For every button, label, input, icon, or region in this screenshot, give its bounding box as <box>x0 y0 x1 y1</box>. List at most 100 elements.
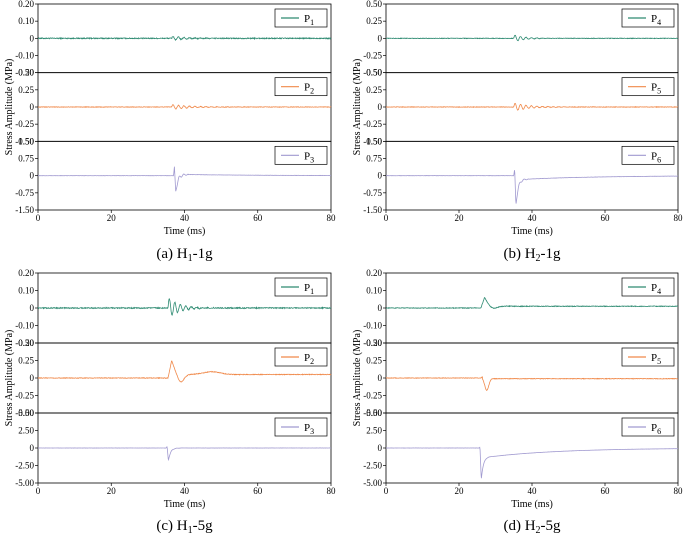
y-axis-label: Stress Amplitude (MPa) <box>352 330 363 427</box>
y-tick-label: -1.50 <box>15 205 34 215</box>
legend-label: P5 <box>651 352 661 366</box>
legend-label: P5 <box>651 82 661 96</box>
y-tick-label: -0.50 <box>363 68 382 78</box>
caption: (a) H1-1g <box>156 246 213 264</box>
y-tick-label: 0.25 <box>366 85 382 95</box>
panel-p4: 0.50 0.25 0 -0.25 -0.50 P4 <box>363 0 679 78</box>
y-tick-label: 0.50 <box>366 0 382 9</box>
caption: (b) H2-1g <box>503 246 561 264</box>
chart-c: 0.20 0.10 0 -0.10 -0.20 P1 0.50 0.25 0 -0.25 -0.50… <box>4 268 336 536</box>
y-tick-label: 0 <box>378 373 383 383</box>
panel-p4: 0.20 0.10 0 -0.10 -0.20 P4 <box>363 268 679 348</box>
series-line-p2 <box>37 360 332 383</box>
legend-label: P1 <box>304 13 314 27</box>
legend-box <box>621 417 675 437</box>
legend-label: P3 <box>304 422 314 436</box>
y-tick-label: -0.50 <box>363 136 382 146</box>
x-tick-label: 80 <box>674 213 684 223</box>
y-tick-label: 0.10 <box>366 286 382 296</box>
panel-p1: 0.20 0.10 0 -0.10 -0.20 P1 <box>15 268 332 348</box>
panel-p3: 1.50 0.75 0 -0.75 -1.50 P3 <box>15 136 332 215</box>
x-tick-label: 60 <box>601 486 611 496</box>
x-tick-label: 0 <box>36 486 41 496</box>
y-tick-label: -0.25 <box>363 119 382 129</box>
series-line-p2 <box>37 104 332 110</box>
legend-box <box>621 77 675 97</box>
y-tick-label: 5.00 <box>366 408 382 418</box>
legend-label: P2 <box>304 352 314 366</box>
y-tick-label: 1.50 <box>18 136 34 146</box>
y-tick-label: -0.20 <box>15 68 34 78</box>
x-tick-label: 0 <box>384 213 389 223</box>
x-tick-label: 60 <box>601 213 611 223</box>
y-tick-label: 0.75 <box>18 154 34 164</box>
y-tick-label: 0.25 <box>366 356 382 366</box>
x-tick-label: 80 <box>327 213 337 223</box>
legend-label: P1 <box>304 282 314 296</box>
x-tick-label: 0 <box>36 213 41 223</box>
legend-box <box>621 277 675 297</box>
y-tick-label: -0.75 <box>363 188 382 198</box>
panel-p5: 0.50 0.25 0 -0.25 -0.50 P5 <box>363 68 679 146</box>
y-tick-label: 0.20 <box>366 268 382 278</box>
panel-p2: 0.50 0.25 0 -0.25 -0.50 P2 <box>15 68 332 146</box>
y-tick-label: 0.20 <box>18 268 34 278</box>
y-tick-label: -5.00 <box>363 478 382 488</box>
chart-b: 0.50 0.25 0 -0.25 -0.50 P4 0.50 0.25 0 -0.25 -0.50… <box>352 0 683 264</box>
y-tick-label: 0 <box>30 443 35 453</box>
chart-d: 0.20 0.10 0 -0.10 -0.20 P4 0.50 0.25 0 -0.25 -0.50… <box>352 268 683 536</box>
x-axis-label: Time (ms) <box>511 226 553 237</box>
y-tick-label: 0.10 <box>18 16 34 26</box>
y-tick-label: 5.00 <box>18 408 34 418</box>
series-line-p4 <box>385 34 679 42</box>
y-tick-label: 2.50 <box>18 426 34 436</box>
x-tick-label: 80 <box>674 486 684 496</box>
series-line-p6 <box>385 170 679 204</box>
x-tick-label: 80 <box>327 486 337 496</box>
y-tick-label: -0.25 <box>363 391 382 401</box>
y-tick-label: 0 <box>30 373 35 383</box>
caption: (c) H1-5g <box>156 518 213 536</box>
y-tick-label: 0.75 <box>366 154 382 164</box>
series-line-p5 <box>385 102 679 111</box>
caption: (d) H2-5g <box>503 518 561 536</box>
y-tick-label: 1.50 <box>366 136 382 146</box>
y-tick-label: 0 <box>378 33 383 43</box>
y-tick-label: 0.50 <box>366 338 382 348</box>
y-tick-label: 0 <box>378 303 383 313</box>
y-tick-label: 0 <box>30 33 35 43</box>
legend-box <box>274 347 328 367</box>
y-tick-label: -0.20 <box>15 338 34 348</box>
y-tick-label: 0 <box>30 303 35 313</box>
y-tick-label: -0.25 <box>15 119 34 129</box>
x-tick-label: 60 <box>253 213 263 223</box>
y-tick-label: -0.75 <box>15 188 34 198</box>
x-tick-label: 20 <box>455 213 465 223</box>
panel-p1: 0.20 0.10 0 -0.10 -0.20 P1 <box>15 0 332 78</box>
y-tick-label: -0.10 <box>15 321 34 331</box>
y-tick-label: 0.50 <box>366 68 382 78</box>
y-tick-label: -0.50 <box>15 136 34 146</box>
series-line-p3 <box>37 166 332 192</box>
y-tick-label: 0.25 <box>18 85 34 95</box>
y-tick-label: 0.20 <box>18 0 34 9</box>
y-axis-label: Stress Amplitude (MPa) <box>4 59 15 156</box>
legend-label: P4 <box>651 282 661 296</box>
legend-box <box>621 145 675 165</box>
y-tick-label: -0.10 <box>15 51 34 61</box>
panel-p5: 0.50 0.25 0 -0.25 -0.50 P5 <box>363 338 679 418</box>
y-tick-label: 0.25 <box>18 356 34 366</box>
legend-label: P4 <box>651 13 661 27</box>
legend-box <box>274 77 328 97</box>
y-tick-label: -0.50 <box>363 408 382 418</box>
panel-p6: 1.50 0.75 0 -0.75 -1.50 P6 <box>363 136 679 215</box>
y-tick-label: 0.50 <box>18 68 34 78</box>
y-tick-label: 0 <box>378 171 383 181</box>
legend-box <box>621 8 675 28</box>
legend-label: P6 <box>651 150 661 164</box>
y-tick-label: 0.25 <box>366 16 382 26</box>
x-tick-label: 40 <box>528 486 538 496</box>
y-tick-label: -5.00 <box>15 478 34 488</box>
x-tick-label: 40 <box>180 213 190 223</box>
